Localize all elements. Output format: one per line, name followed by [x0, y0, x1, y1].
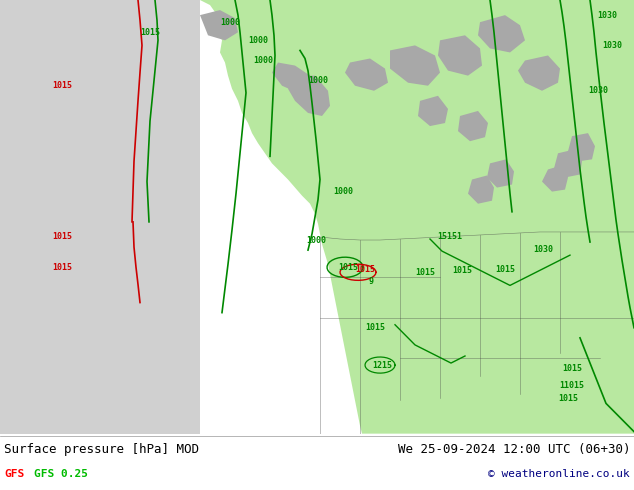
Polygon shape [200, 10, 238, 40]
Text: GFS 0.25: GFS 0.25 [34, 469, 88, 479]
Text: 15151: 15151 [437, 232, 462, 242]
Text: 1015: 1015 [355, 265, 375, 274]
Polygon shape [458, 111, 488, 141]
Text: Surface pressure [hPa] MOD: Surface pressure [hPa] MOD [4, 443, 199, 456]
Polygon shape [542, 166, 568, 192]
Polygon shape [568, 133, 595, 161]
Text: 1015: 1015 [365, 323, 385, 332]
Polygon shape [438, 35, 482, 75]
Text: 1015: 1015 [140, 28, 160, 37]
Text: 11015: 11015 [559, 381, 585, 390]
Text: © weatheronline.co.uk: © weatheronline.co.uk [488, 469, 630, 479]
Text: 1015: 1015 [558, 394, 578, 403]
Polygon shape [487, 159, 514, 188]
Polygon shape [478, 15, 525, 52]
Text: 1015: 1015 [338, 263, 358, 272]
Polygon shape [0, 0, 200, 434]
Text: 1000: 1000 [248, 36, 268, 45]
Polygon shape [518, 55, 560, 91]
Text: 1015: 1015 [415, 268, 435, 277]
Polygon shape [200, 0, 634, 434]
Polygon shape [345, 58, 388, 91]
Text: 1030: 1030 [533, 245, 553, 254]
Text: 1000: 1000 [306, 236, 326, 245]
Polygon shape [272, 63, 310, 93]
Text: GFS: GFS [4, 469, 24, 479]
Text: 1015: 1015 [52, 263, 72, 272]
Polygon shape [418, 96, 448, 126]
Text: 1030: 1030 [602, 41, 622, 50]
Text: 1015: 1015 [495, 265, 515, 274]
Text: 1030: 1030 [597, 11, 617, 20]
Text: 1000: 1000 [308, 76, 328, 85]
Text: 1000: 1000 [253, 56, 273, 65]
Text: We 25-09-2024 12:00 UTC (06+30): We 25-09-2024 12:00 UTC (06+30) [398, 443, 630, 456]
Polygon shape [468, 175, 494, 204]
Text: 1215: 1215 [372, 361, 392, 369]
Text: 1000: 1000 [220, 18, 240, 26]
Text: 1015: 1015 [52, 232, 72, 242]
Text: 1000: 1000 [333, 187, 353, 196]
Polygon shape [390, 46, 440, 86]
Polygon shape [554, 149, 582, 177]
Text: 1015: 1015 [452, 266, 472, 275]
Text: 1030: 1030 [588, 86, 608, 95]
Polygon shape [288, 75, 330, 116]
Text: 9: 9 [368, 277, 373, 286]
Text: 1015: 1015 [562, 364, 582, 372]
Text: 1015: 1015 [52, 81, 72, 90]
